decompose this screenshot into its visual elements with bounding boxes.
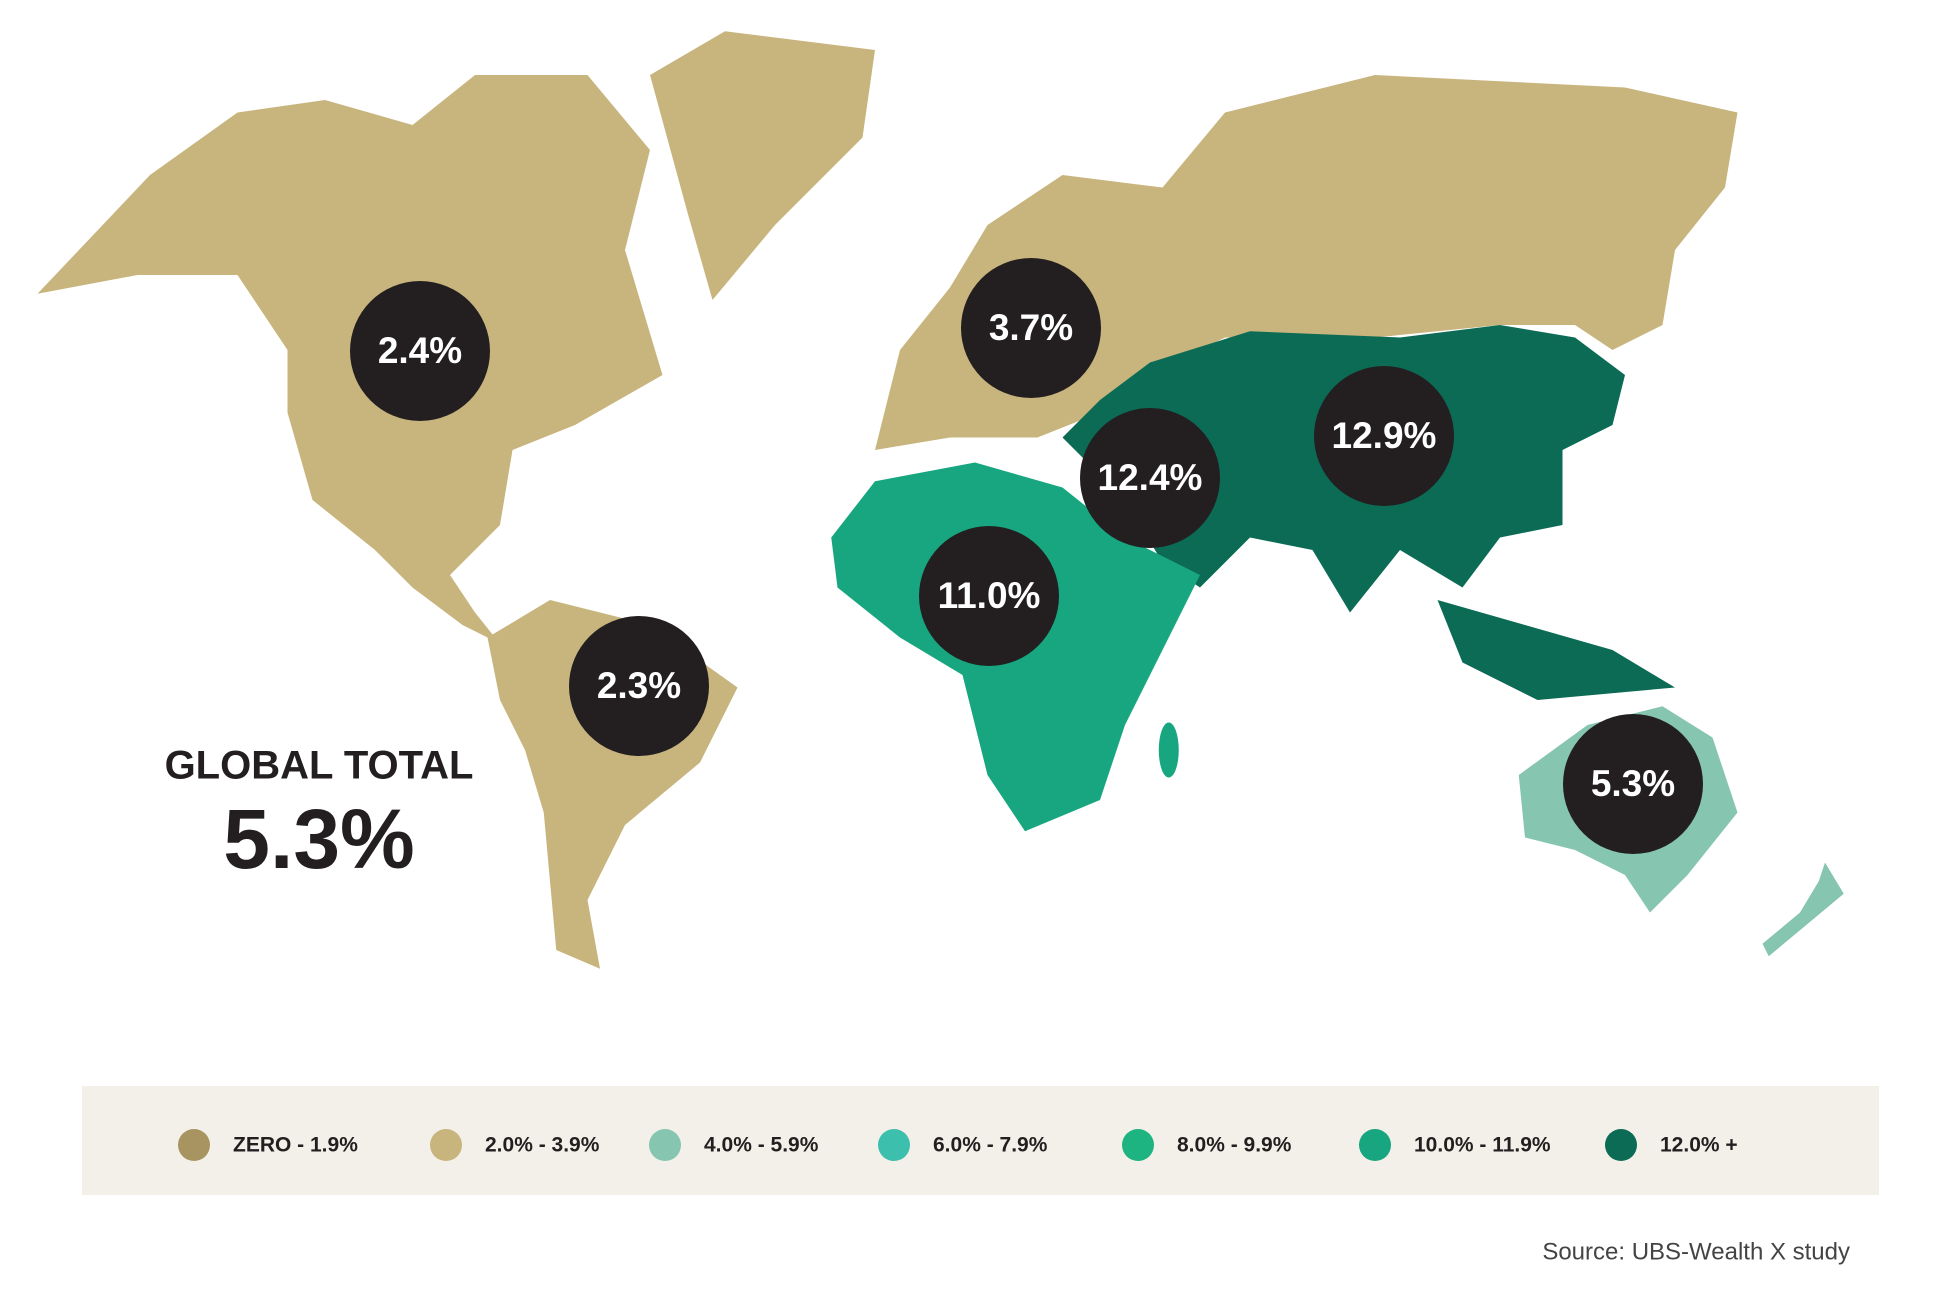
legend-label: 10.0% - 11.9% xyxy=(1414,1134,1551,1157)
region-label: 12.9% xyxy=(1332,415,1437,456)
legend-label: 2.0% - 3.9% xyxy=(485,1134,600,1157)
summary-title: GLOBAL TOTAL xyxy=(165,744,474,788)
north-america xyxy=(37,75,663,644)
region-label: 2.4% xyxy=(378,330,462,371)
legend-label: 12.0% + xyxy=(1660,1134,1738,1157)
legend-label: ZERO - 1.9% xyxy=(233,1134,358,1157)
legend-swatch xyxy=(430,1129,462,1161)
region-bubble xyxy=(1314,366,1454,506)
region-bubble xyxy=(1563,714,1703,854)
southeast-asia-islands xyxy=(1437,600,1675,700)
region-bubble xyxy=(350,281,490,421)
region-label: 3.7% xyxy=(989,307,1073,348)
madagascar xyxy=(1158,722,1179,778)
legend-label: 6.0% - 7.9% xyxy=(933,1134,1048,1157)
region-label: 11.0% xyxy=(938,575,1041,616)
region-bubble xyxy=(961,258,1101,398)
legend-swatch xyxy=(178,1129,210,1161)
region-bubble xyxy=(569,616,709,756)
summary-value: 5.3% xyxy=(223,792,414,886)
new-zealand xyxy=(1762,862,1844,957)
legend-label: 8.0% - 9.9% xyxy=(1177,1134,1292,1157)
region-bubble xyxy=(1080,408,1220,548)
source: Source: UBS-Wealth X study xyxy=(1542,1238,1850,1265)
legend-label: 4.0% - 5.9% xyxy=(704,1134,819,1157)
legend-swatch xyxy=(1605,1129,1637,1161)
greenland xyxy=(650,31,875,300)
legend-swatch xyxy=(1359,1129,1391,1161)
region-label: 5.3% xyxy=(1591,763,1675,804)
legend-swatch xyxy=(1122,1129,1154,1161)
region-label: 12.4% xyxy=(1098,457,1203,498)
legend-swatch xyxy=(649,1129,681,1161)
legend-box xyxy=(82,1086,1879,1195)
region-bubble xyxy=(919,526,1059,666)
legend-swatch xyxy=(878,1129,910,1161)
region-label: 2.3% xyxy=(597,665,681,706)
